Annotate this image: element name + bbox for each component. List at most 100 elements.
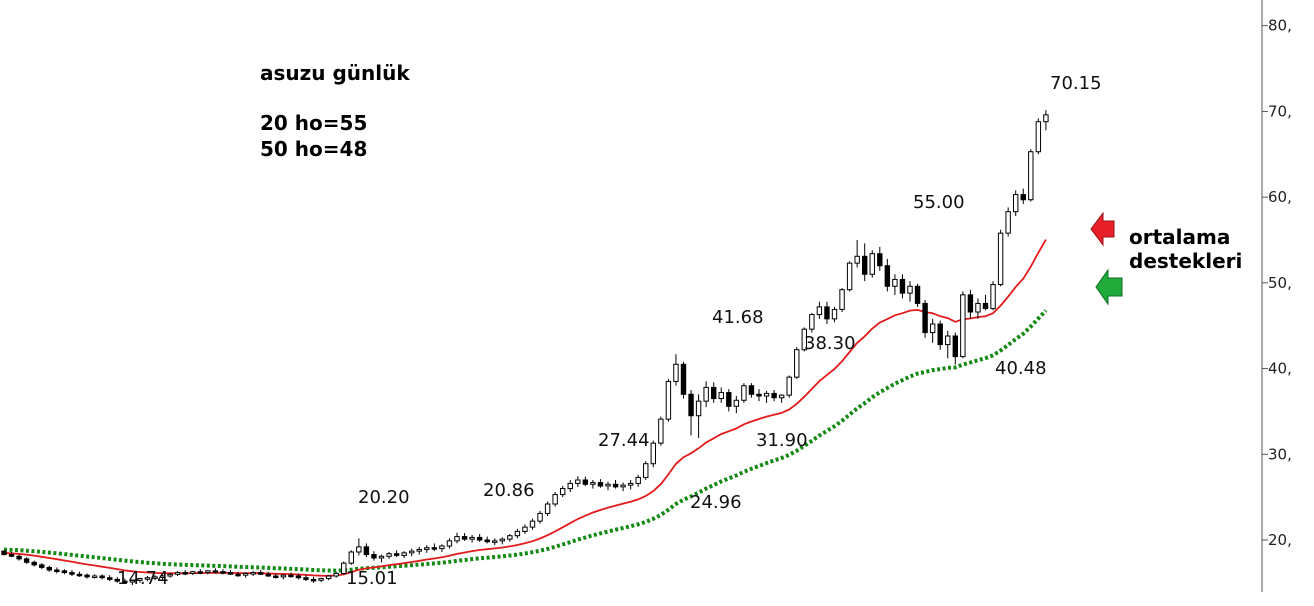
candle-body <box>454 536 460 542</box>
candle-body <box>242 572 249 576</box>
candle-body <box>371 554 377 559</box>
candle-body <box>990 284 996 310</box>
candle-89 <box>673 354 679 386</box>
candle-body <box>975 302 981 313</box>
candle-body <box>91 575 98 578</box>
candle-48 <box>363 543 370 558</box>
candle-101 <box>763 390 770 403</box>
candle-103 <box>778 394 785 403</box>
info-title: asuzu günlük <box>260 61 410 85</box>
note-line-1: ortalama <box>1129 225 1230 249</box>
candle-135 <box>1020 188 1026 204</box>
candle-body <box>227 572 234 575</box>
candle-body <box>839 289 845 310</box>
candle-body <box>831 308 838 320</box>
candle-body <box>273 575 279 578</box>
candle-body <box>152 576 158 579</box>
candle-body <box>590 482 596 485</box>
y-tick-label-30: 30, <box>1268 445 1292 463</box>
candle-body <box>846 262 853 291</box>
candle-body <box>794 349 800 378</box>
candle-body <box>303 577 309 580</box>
candle-12 <box>91 574 98 579</box>
candle-98 <box>741 383 747 403</box>
candle-68 <box>514 528 521 539</box>
candle-body <box>159 575 166 578</box>
candle-body <box>635 476 641 484</box>
candle-32 <box>242 572 249 578</box>
candle-body <box>884 265 891 287</box>
candle-31 <box>235 571 241 577</box>
candle-124 <box>937 320 943 350</box>
candle-body <box>643 463 649 478</box>
candle-body <box>869 253 875 275</box>
support-arrows <box>1090 211 1123 306</box>
candle-body <box>650 442 656 465</box>
candle-110 <box>831 306 838 323</box>
candle-55 <box>416 546 422 555</box>
y-tick-label-20: 20, <box>1268 531 1292 549</box>
candle-body <box>627 482 634 486</box>
candle-36 <box>273 573 279 579</box>
candle-body <box>461 536 468 540</box>
candle-121 <box>914 283 921 307</box>
candle-body <box>960 294 966 358</box>
candle-47 <box>356 538 362 556</box>
candle-body <box>718 392 724 400</box>
candle-body <box>605 483 611 487</box>
candle-93 <box>703 381 709 408</box>
candle-body <box>295 575 302 579</box>
candle-13 <box>99 574 105 580</box>
candle-108 <box>816 301 823 319</box>
candle-body <box>620 484 626 488</box>
candle-body <box>529 520 536 528</box>
candle-24 <box>182 570 188 576</box>
candle-body <box>318 578 324 581</box>
candle-1 <box>8 552 15 558</box>
candle-body <box>801 328 807 351</box>
candle-body <box>597 482 604 487</box>
candle-59 <box>446 538 453 549</box>
candle-39 <box>295 573 302 580</box>
candle-70 <box>529 518 536 530</box>
candle-76 <box>575 476 581 487</box>
candle-body <box>688 393 694 417</box>
candle-body <box>778 394 785 399</box>
candle-78 <box>590 480 596 489</box>
candle-57 <box>431 543 438 552</box>
annotation-41-68: 41.68 <box>712 307 764 328</box>
candle-body <box>280 574 287 578</box>
candle-92 <box>695 394 702 438</box>
candle-83 <box>627 480 634 490</box>
candle-43 <box>325 575 332 581</box>
candle-46 <box>348 550 355 565</box>
candle-body <box>937 323 943 346</box>
candle-body <box>476 536 483 541</box>
candle-125 <box>945 330 951 359</box>
candle-body <box>325 575 332 580</box>
price-annotations: 70.15 55.00 41.68 38.30 27.44 31.90 24.9… <box>117 73 1102 589</box>
candle-26 <box>197 569 204 575</box>
candle-87 <box>658 416 664 446</box>
candle-body <box>1035 121 1042 153</box>
candle-body <box>703 386 709 402</box>
candle-102 <box>771 390 777 402</box>
candle-99 <box>748 383 755 398</box>
candle-body <box>537 512 543 522</box>
candle-134 <box>1013 190 1019 216</box>
candle-body <box>575 479 581 484</box>
candle-74 <box>560 486 566 498</box>
candle-body <box>69 572 75 575</box>
annotation-31-90: 31.90 <box>756 430 808 451</box>
annotation-38-30: 38.30 <box>804 333 856 354</box>
candle-0 <box>1 550 7 556</box>
candle-body <box>288 574 294 578</box>
candle-body <box>137 578 143 581</box>
candle-body <box>816 306 823 316</box>
ma50-path <box>3 309 1048 573</box>
candle-109 <box>824 301 830 324</box>
y-tick-label-40: 40, <box>1268 360 1292 378</box>
candle-body <box>771 392 777 399</box>
candle-body <box>997 232 1004 286</box>
